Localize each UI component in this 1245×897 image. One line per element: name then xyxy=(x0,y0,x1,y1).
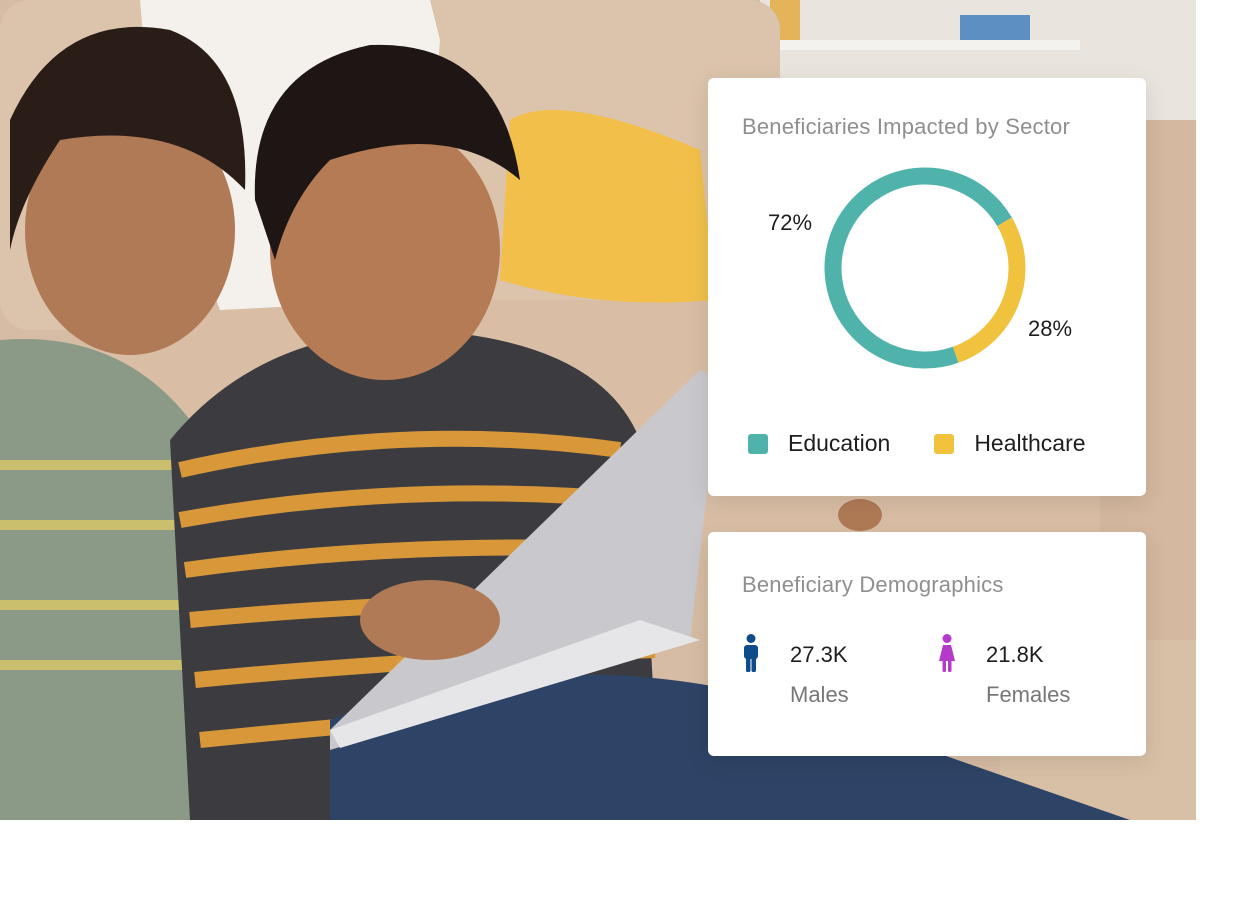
legend-label-healthcare: Healthcare xyxy=(974,430,1086,456)
donut-chart xyxy=(708,78,1146,496)
males-value: 27.3K xyxy=(790,642,848,667)
donut-chart-svg xyxy=(824,167,1026,369)
healthcare-percent-label: 28% xyxy=(1028,316,1073,341)
education-percent-label: 72% xyxy=(768,210,813,235)
legend-swatch-healthcare xyxy=(934,433,955,454)
sector-card-title: Beneficiaries Impacted by Sector xyxy=(742,114,1070,139)
sector-card: Beneficiaries Impacted by Sector 72% 28%… xyxy=(708,78,1146,496)
legend-item-education: Education xyxy=(748,430,890,457)
females-value: 21.8K xyxy=(986,642,1044,667)
demographics-card-title: Beneficiary Demographics xyxy=(742,572,1004,597)
legend-label-education: Education xyxy=(788,430,891,456)
legend-swatch-education xyxy=(748,433,768,454)
female-icon xyxy=(939,634,955,672)
male-icon xyxy=(744,634,758,672)
donut-segment-healthcare xyxy=(952,217,1026,363)
chart-legend: Education Healthcare xyxy=(748,430,1130,457)
donut-segment-education xyxy=(824,167,1012,369)
demographics-card: Beneficiary Demographics 27.3K Males 21.… xyxy=(708,532,1146,756)
males-label: Males xyxy=(790,682,849,707)
females-label: Females xyxy=(986,682,1071,707)
legend-item-healthcare: Healthcare xyxy=(934,430,1086,457)
